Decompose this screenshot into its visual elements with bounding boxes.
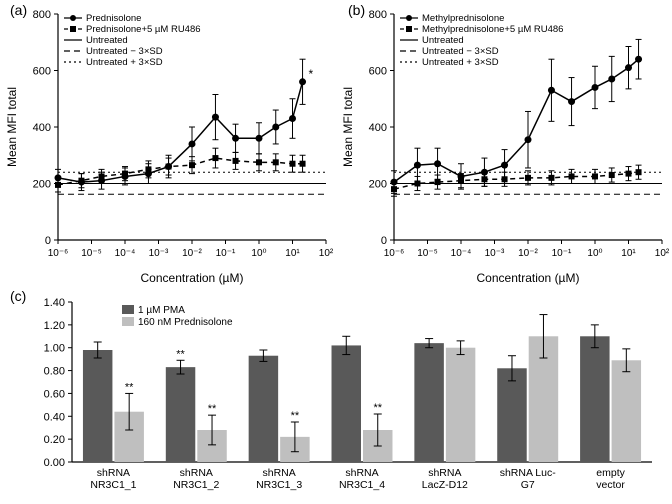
svg-text:shRNA Luc-: shRNA Luc- [500,467,557,479]
svg-text:1.40: 1.40 [44,297,65,309]
svg-text:shRNA: shRNA [180,467,213,479]
svg-text:10⁰: 10⁰ [587,248,602,259]
svg-text:10⁻¹: 10⁻¹ [552,248,572,259]
chart-b: 0 200 400 600 800 Mean MFI total 10⁻⁶ 10⁻⁵ 10⁻⁴ 1… [336,0,672,290]
svg-text:shRNA: shRNA [97,467,130,479]
svg-text:160 nM Prednisolone: 160 nM Prednisolone [138,317,233,328]
svg-text:200: 200 [369,179,387,191]
svg-text:0.80: 0.80 [44,366,65,378]
svg-text:Prednisolone: Prednisolone [86,13,141,24]
svg-text:10⁻⁶: 10⁻⁶ [384,248,405,259]
svg-text:10⁻²: 10⁻² [182,248,202,259]
svg-text:0: 0 [381,235,387,247]
svg-text:Methylprednisolone+5 µM RU486: Methylprednisolone+5 µM RU486 [422,24,563,35]
svg-text:600: 600 [33,66,51,78]
svg-text:Methylprednisolone: Methylprednisolone [422,13,504,24]
svg-text:Untreated + 3×SD: Untreated + 3×SD [422,57,499,68]
svg-text:G7: G7 [521,479,535,491]
svg-text:800: 800 [369,9,387,21]
svg-text:NR3C1_1: NR3C1_1 [90,479,136,491]
svg-text:**: ** [176,348,185,360]
svg-text:800: 800 [33,9,51,21]
svg-text:10⁻⁵: 10⁻⁵ [417,248,438,259]
svg-text:**: ** [373,402,382,414]
svg-text:10⁻³: 10⁻³ [149,248,169,259]
svg-text:600: 600 [369,66,387,78]
svg-text:**: ** [291,410,300,422]
svg-text:10⁻²: 10⁻² [518,248,538,259]
svg-text:NR3C1_3: NR3C1_3 [256,479,302,491]
svg-text:Untreated + 3×SD: Untreated + 3×SD [86,57,163,68]
svg-text:shRNA: shRNA [428,467,461,479]
chart-c: 0.00 0.20 0.40 0.60 0.80 1.00 1.20 1.40 1 µM PMA… [0,290,672,504]
svg-text:10¹: 10¹ [285,248,300,259]
svg-text:10¹: 10¹ [621,248,636,259]
svg-text:10⁻⁴: 10⁻⁴ [451,248,472,259]
svg-text:**: ** [125,381,134,393]
svg-text:LacZ-D12: LacZ-D12 [422,479,468,491]
svg-text:NR3C1_2: NR3C1_2 [173,479,219,491]
svg-text:*: * [309,67,314,81]
svg-text:10⁻⁵: 10⁻⁵ [81,248,102,259]
svg-text:0: 0 [45,235,51,247]
svg-text:0.20: 0.20 [44,434,65,446]
svg-text:1.20: 1.20 [44,320,65,332]
svg-text:0.40: 0.40 [44,411,65,423]
svg-text:1.00: 1.00 [44,343,65,355]
svg-text:10⁻¹: 10⁻¹ [216,248,236,259]
svg-text:**: ** [208,403,217,415]
svg-text:10⁻³: 10⁻³ [485,248,505,259]
svg-text:Concentration (µM): Concentration (µM) [141,271,244,285]
svg-text:10²: 10² [655,248,670,259]
svg-text:shRNA: shRNA [263,467,296,479]
svg-text:200: 200 [33,179,51,191]
svg-text:1 µM PMA: 1 µM PMA [138,305,185,316]
svg-text:shRNA: shRNA [345,467,378,479]
svg-text:10²: 10² [319,248,334,259]
svg-text:Untreated: Untreated [86,35,128,46]
svg-text:Concentration (µM): Concentration (µM) [477,271,580,285]
svg-text:Untreated: Untreated [422,35,464,46]
svg-text:0.00: 0.00 [44,457,65,469]
svg-text:400: 400 [33,122,51,134]
figure-root: (a) (b) (c) 0200400600800Mean MFI total1… [0,0,672,504]
svg-text:Mean MFI total: Mean MFI total [341,87,355,167]
svg-text:NR3C1_4: NR3C1_4 [339,479,385,491]
svg-text:empty: empty [596,467,625,479]
svg-text:vector: vector [596,479,625,491]
chart-a: 0 200 400 600 800 Mean MFI total 10⁻⁶ 10⁻⁵ 10⁻⁴ 1… [0,0,336,290]
svg-text:Prednisolone+5 µM RU486: Prednisolone+5 µM RU486 [86,24,201,35]
svg-text:10⁻⁴: 10⁻⁴ [115,248,136,259]
svg-text:400: 400 [369,122,387,134]
svg-text:0.60: 0.60 [44,388,65,400]
svg-text:Mean MFI total: Mean MFI total [5,87,19,167]
svg-text:10⁰: 10⁰ [251,248,266,259]
svg-text:Untreated − 3×SD: Untreated − 3×SD [422,46,499,57]
svg-text:Untreated − 3×SD: Untreated − 3×SD [86,46,163,57]
svg-text:10⁻⁶: 10⁻⁶ [48,248,69,259]
